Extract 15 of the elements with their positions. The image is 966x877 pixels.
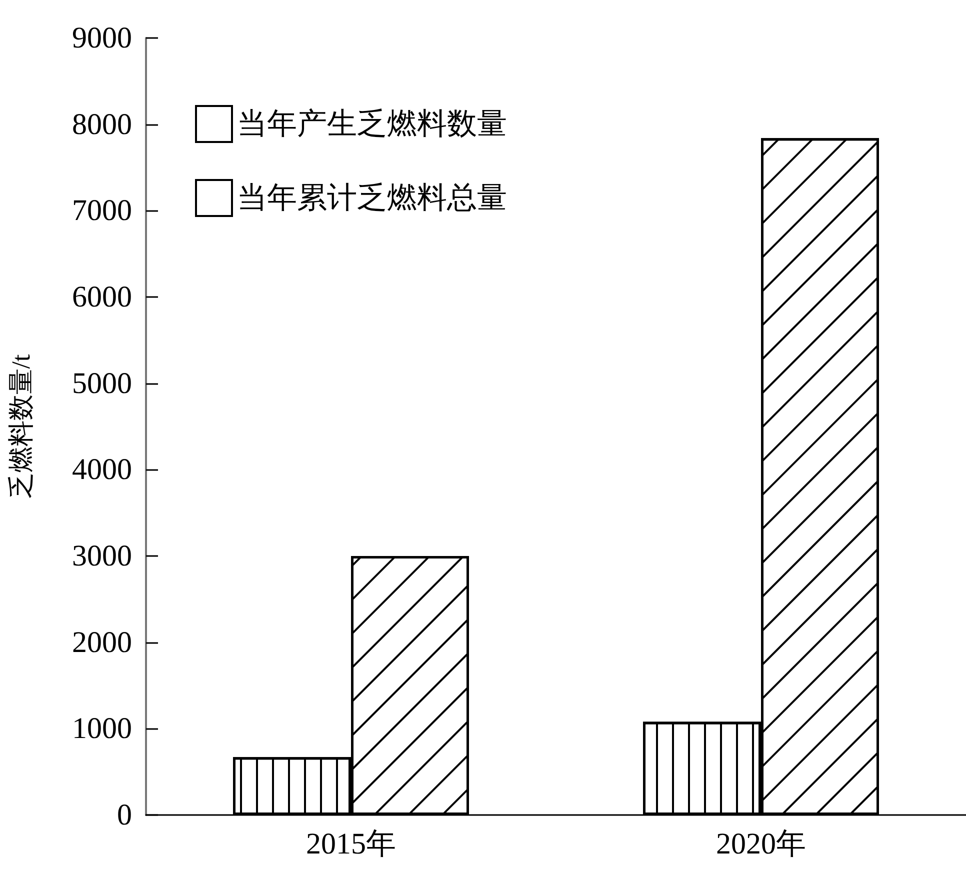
y-tick-label: 4000	[72, 453, 132, 486]
x-tick-label: 2020年	[716, 828, 806, 860]
y-tick-label: 2000	[72, 626, 132, 659]
y-tick-label: 6000	[72, 280, 132, 314]
y-tick-label: 3000	[72, 540, 132, 572]
y-tick-label: 1000	[72, 712, 132, 746]
y-tick-label: 7000	[72, 194, 132, 228]
y-tick-label: 5000	[72, 366, 132, 400]
y-tick-label: 9000	[72, 22, 132, 54]
x-tick-label: 2015年	[306, 828, 396, 860]
y-tick-label: 0	[117, 798, 132, 832]
y-axis-title: 乏燃料数量/t	[6, 354, 36, 499]
y-tick-label: 8000	[72, 108, 132, 141]
legend-label: 当年产生乏燃料数量	[237, 108, 507, 140]
legend-label: 当年累计乏燃料总量	[237, 182, 507, 214]
